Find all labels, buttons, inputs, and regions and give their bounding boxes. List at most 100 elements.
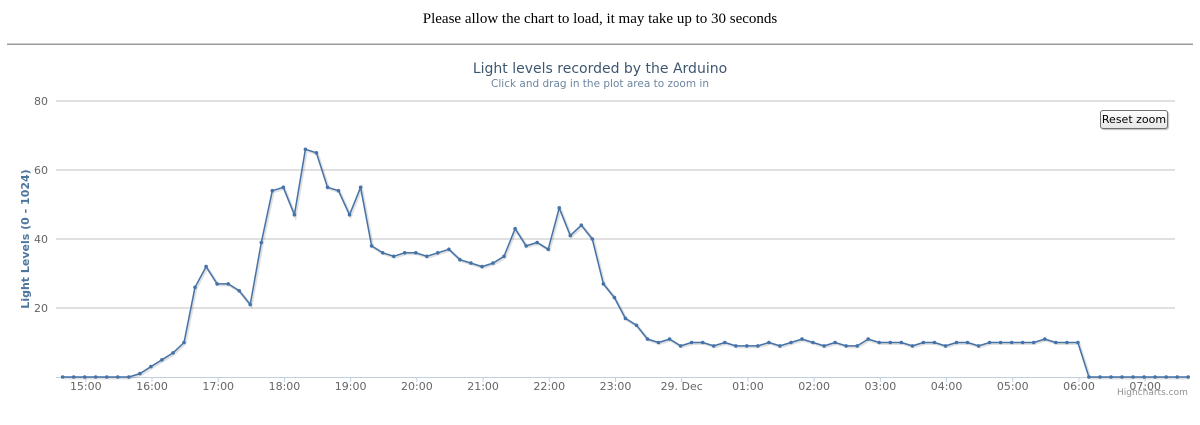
data-point[interactable] bbox=[182, 340, 186, 345]
data-point[interactable] bbox=[767, 340, 771, 345]
data-point[interactable] bbox=[623, 316, 628, 321]
data-point[interactable] bbox=[1142, 375, 1146, 379]
data-point[interactable] bbox=[612, 295, 617, 300]
data-point[interactable] bbox=[1131, 375, 1135, 379]
data-point[interactable] bbox=[943, 344, 948, 348]
data-point[interactable] bbox=[954, 340, 959, 345]
data-point[interactable] bbox=[524, 244, 528, 248]
data-point[interactable] bbox=[998, 340, 1003, 345]
data-point[interactable] bbox=[138, 371, 142, 376]
data-point[interactable] bbox=[71, 375, 76, 379]
data-point[interactable] bbox=[160, 358, 164, 362]
data-point[interactable] bbox=[667, 337, 672, 341]
data-point[interactable] bbox=[105, 375, 109, 379]
data-point[interactable] bbox=[402, 251, 407, 255]
data-point[interactable] bbox=[601, 282, 606, 286]
data-point[interactable] bbox=[789, 340, 793, 345]
data-point[interactable] bbox=[1120, 375, 1124, 379]
data-point[interactable] bbox=[171, 351, 175, 355]
data-point[interactable] bbox=[215, 282, 219, 286]
data-point[interactable] bbox=[778, 344, 782, 348]
data-point[interactable] bbox=[965, 340, 970, 345]
data-point[interactable] bbox=[248, 302, 252, 307]
data-point[interactable] bbox=[380, 251, 385, 255]
data-point[interactable] bbox=[811, 340, 815, 345]
series-group[interactable] bbox=[60, 147, 1190, 380]
data-point[interactable] bbox=[645, 337, 650, 341]
data-point[interactable] bbox=[711, 344, 716, 348]
data-point[interactable] bbox=[656, 340, 661, 345]
data-point[interactable] bbox=[127, 375, 131, 379]
data-point[interactable] bbox=[149, 364, 153, 369]
data-point[interactable] bbox=[314, 151, 319, 155]
data-point[interactable] bbox=[270, 188, 275, 193]
data-point[interactable] bbox=[1054, 340, 1058, 345]
data-point[interactable] bbox=[425, 254, 429, 259]
data-point[interactable] bbox=[557, 206, 561, 210]
data-point[interactable] bbox=[1175, 375, 1179, 379]
data-point[interactable] bbox=[259, 240, 264, 245]
data-point[interactable] bbox=[414, 251, 418, 255]
data-point[interactable] bbox=[535, 240, 539, 245]
data-point[interactable] bbox=[1109, 375, 1113, 379]
data-point[interactable] bbox=[1164, 375, 1168, 379]
data-point[interactable] bbox=[193, 285, 197, 290]
data-point[interactable] bbox=[910, 344, 915, 348]
data-point[interactable] bbox=[204, 264, 208, 269]
data-point[interactable] bbox=[82, 375, 87, 379]
data-point[interactable] bbox=[866, 337, 870, 341]
data-point[interactable] bbox=[447, 247, 451, 252]
data-point[interactable] bbox=[1031, 340, 1036, 345]
data-point[interactable] bbox=[116, 375, 120, 379]
data-point[interactable] bbox=[745, 344, 749, 348]
data-point[interactable] bbox=[689, 340, 694, 345]
data-point[interactable] bbox=[1076, 340, 1080, 345]
data-point[interactable] bbox=[634, 323, 639, 328]
data-point[interactable] bbox=[93, 375, 98, 379]
data-point[interactable] bbox=[303, 147, 308, 152]
data-point[interactable] bbox=[723, 340, 727, 345]
data-point[interactable] bbox=[226, 282, 230, 286]
data-point[interactable] bbox=[60, 375, 65, 379]
data-point[interactable] bbox=[1065, 340, 1069, 345]
data-point[interactable] bbox=[1087, 375, 1091, 379]
data-point[interactable] bbox=[1009, 340, 1014, 345]
data-point[interactable] bbox=[844, 344, 848, 348]
data-point[interactable] bbox=[436, 251, 440, 255]
data-point[interactable] bbox=[292, 213, 297, 217]
data-point[interactable] bbox=[491, 261, 495, 265]
data-point[interactable] bbox=[700, 340, 705, 345]
data-point[interactable] bbox=[833, 340, 837, 345]
data-point[interactable] bbox=[347, 213, 352, 217]
data-point[interactable] bbox=[480, 264, 484, 269]
data-point[interactable] bbox=[1043, 337, 1047, 341]
data-point[interactable] bbox=[987, 340, 992, 345]
data-point[interactable] bbox=[756, 344, 760, 348]
data-point[interactable] bbox=[899, 340, 904, 345]
data-point[interactable] bbox=[546, 247, 550, 252]
data-point[interactable] bbox=[921, 340, 926, 345]
data-point[interactable] bbox=[513, 226, 517, 231]
data-point[interactable] bbox=[800, 337, 804, 341]
data-point[interactable] bbox=[1153, 375, 1157, 379]
data-point[interactable] bbox=[579, 223, 584, 227]
data-point[interactable] bbox=[976, 344, 981, 348]
data-point[interactable] bbox=[391, 254, 396, 259]
data-point[interactable] bbox=[458, 257, 462, 262]
data-point[interactable] bbox=[877, 340, 881, 345]
data-point[interactable] bbox=[888, 340, 893, 345]
data-point[interactable] bbox=[590, 237, 595, 241]
data-point[interactable] bbox=[336, 188, 341, 193]
series-line[interactable] bbox=[62, 148, 1189, 378]
data-point[interactable] bbox=[237, 289, 241, 293]
data-point[interactable] bbox=[281, 185, 286, 190]
data-point[interactable] bbox=[325, 185, 330, 190]
credits-link[interactable]: Highcharts.com bbox=[1117, 388, 1188, 398]
data-point[interactable] bbox=[1186, 375, 1190, 379]
data-point[interactable] bbox=[822, 344, 826, 348]
data-point[interactable] bbox=[932, 340, 937, 345]
data-point[interactable] bbox=[469, 261, 473, 265]
reset-zoom-button[interactable]: Reset zoom bbox=[1100, 110, 1168, 129]
data-point[interactable] bbox=[568, 233, 573, 238]
